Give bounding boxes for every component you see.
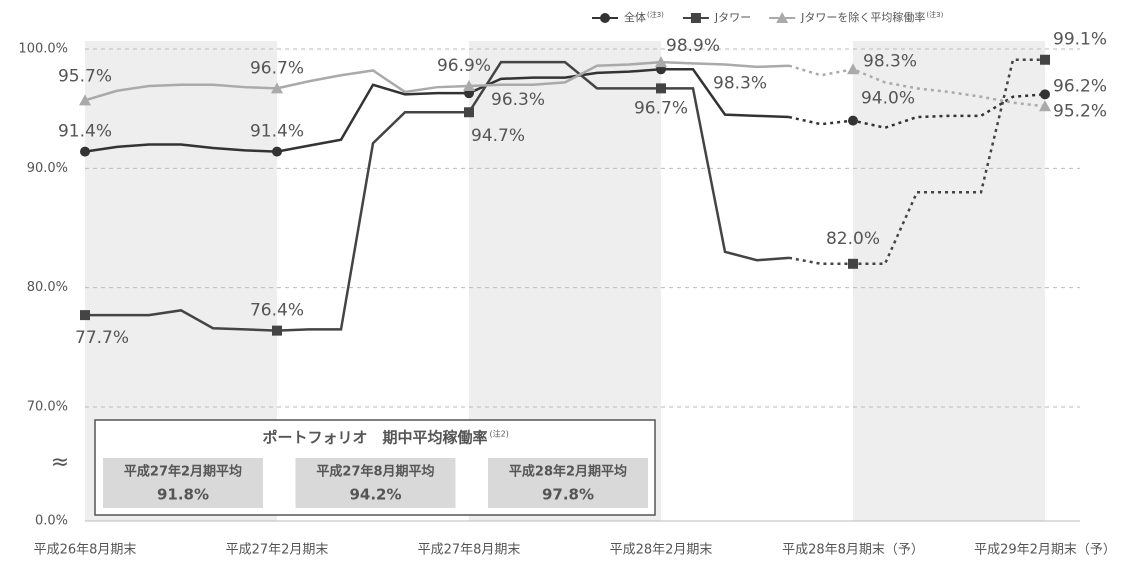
axis-break: ≈ xyxy=(51,450,69,475)
inset-item-value: 94.2% xyxy=(349,486,401,504)
data-point xyxy=(79,94,91,106)
inset-item-box xyxy=(295,458,456,508)
data-label: 96.7% xyxy=(634,98,688,118)
inset-item-box xyxy=(103,458,263,508)
inset-title: ポートフォリオ 期中平均稼働率 xyxy=(262,429,487,447)
data-label: 96.9% xyxy=(437,56,491,76)
data-label: 95.7% xyxy=(58,66,112,86)
data-point xyxy=(271,82,283,94)
inset-item-label: 平成27年8月期平均 xyxy=(316,464,434,480)
data-point xyxy=(1039,100,1051,112)
series-line xyxy=(788,58,1045,266)
inset-note: (注2) xyxy=(490,429,509,439)
data-point xyxy=(1040,89,1050,100)
inset-item-value: 91.8% xyxy=(157,486,209,504)
data-label: 76.4% xyxy=(250,301,304,321)
y-tick-label: 0.0% xyxy=(35,514,68,529)
data-point xyxy=(464,107,474,118)
legend-label: Jタワーを除く平均稼働率 xyxy=(800,10,925,24)
data-label: 96.7% xyxy=(250,58,304,78)
y-tick-label: 80.0% xyxy=(27,280,68,295)
data-point xyxy=(272,325,282,336)
data-label: 98.3% xyxy=(863,51,917,71)
data-label: 96.3% xyxy=(491,90,545,110)
y-tick-label: 100.0% xyxy=(18,42,68,57)
data-point xyxy=(80,146,90,157)
x-tick-label: 平成27年8月期末 xyxy=(418,543,521,558)
data-label: 94.0% xyxy=(861,89,915,109)
legend-marker xyxy=(600,13,610,23)
band xyxy=(853,41,1045,521)
data-label: 98.9% xyxy=(666,36,720,56)
data-point xyxy=(656,83,666,94)
data-label: 94.7% xyxy=(471,126,525,146)
data-point xyxy=(847,63,859,75)
inset-item-box xyxy=(488,458,648,508)
data-point xyxy=(848,258,858,269)
legend-note: (注3) xyxy=(926,10,943,19)
data-label: 95.2% xyxy=(1053,101,1107,121)
x-tick-label: 平成29年2月期末（予） xyxy=(974,543,1116,558)
data-label: 91.4% xyxy=(58,122,112,142)
series-line xyxy=(84,60,790,102)
data-label: 77.7% xyxy=(75,328,129,348)
inset-item-label: 平成27年2月期平均 xyxy=(124,464,242,480)
legend-marker xyxy=(690,13,701,23)
inset-item-value: 97.8% xyxy=(542,486,594,504)
legend-marker xyxy=(776,12,789,23)
x-tick-label: 平成28年2月期末 xyxy=(610,543,713,558)
data-label: 82.0% xyxy=(826,229,880,249)
data-label: 91.4% xyxy=(250,122,304,142)
series-line xyxy=(84,68,790,153)
data-point xyxy=(655,56,667,68)
data-point xyxy=(848,115,858,126)
series-line xyxy=(788,64,1046,108)
legend-label: 全体 xyxy=(624,10,646,24)
data-label: 96.2% xyxy=(1053,76,1107,96)
series-line xyxy=(85,60,790,332)
y-tick-label: 90.0% xyxy=(27,161,68,176)
data-point xyxy=(272,146,282,157)
legend-note: (注3) xyxy=(647,10,664,19)
x-tick-label: 平成28年8月期末（予） xyxy=(782,543,924,558)
data-point xyxy=(463,79,475,91)
y-tick-label: 70.0% xyxy=(27,400,68,415)
data-label: 98.3% xyxy=(713,73,767,93)
legend-label: Jタワー xyxy=(714,11,751,24)
x-tick-label: 平成26年8月期末 xyxy=(34,543,137,558)
inset-item-label: 平成28年2月期平均 xyxy=(509,464,627,480)
data-label: 99.1% xyxy=(1053,30,1107,50)
series-line xyxy=(788,93,1046,130)
data-point xyxy=(80,310,90,321)
x-tick-label: 平成27年2月期末 xyxy=(226,543,329,558)
data-point xyxy=(1040,54,1050,65)
